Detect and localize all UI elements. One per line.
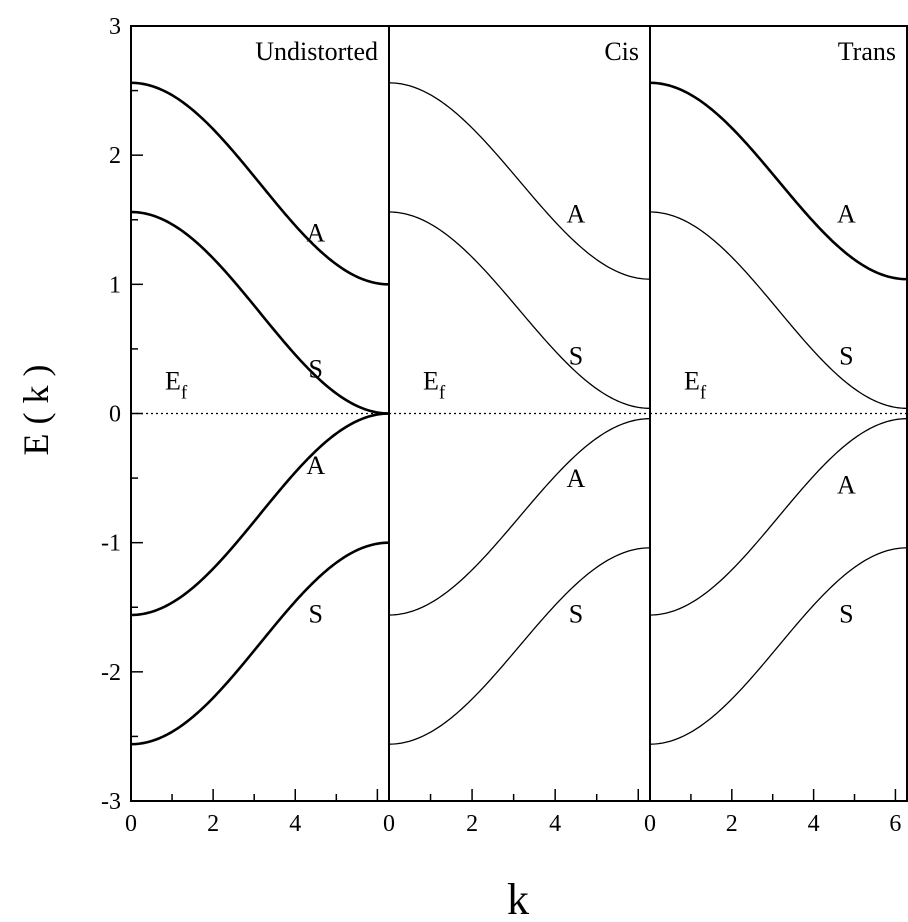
x-tick-label: 0 [383,811,395,837]
x-tick-label: 6 [889,811,901,837]
band-label-s: S [309,354,323,383]
y-tick-label: 2 [109,143,121,169]
panel-title: Cis [604,37,639,66]
x-tick-label: 2 [466,811,478,837]
fermi-level-label: Ef [423,367,446,404]
y-tick-label: -3 [101,789,121,815]
band-label-a: A [306,451,325,480]
panel-title: Undistorted [255,37,378,66]
panel-frame [649,25,908,802]
panel-undistorted: 0 2 4 Undistorted A S A S Ef [125,25,390,837]
x-tick-label: 4 [289,811,301,837]
y-tick-label: -1 [101,531,121,557]
x-tick-label: 4 [808,811,820,837]
band-label-a: A [306,219,325,248]
band-label-s: S [569,341,583,370]
band-curve-a-1 [130,81,390,286]
band-label-s: S [569,600,583,629]
panels-layer: 0 2 4 Undistorted A S A S Ef 0 2 4 Cis A S A S Ef 0 2 4 6 Tran… [125,25,908,837]
band-curve-a-1 [388,82,651,280]
band-curve-s-4 [388,547,651,745]
x-tick-label: 4 [549,811,561,837]
band-label-s: S [839,341,853,370]
band-curve-a-1 [649,81,908,281]
band-curve-a-3 [130,412,390,617]
band-label-a: A [837,471,856,500]
fermi-level-label: Ef [684,367,707,404]
x-tick-label: 2 [726,811,738,837]
y-axis-title: E ( k ) [16,365,56,456]
band-label-s: S [309,600,323,629]
fermi-level-label: Ef [165,367,188,404]
panel-frame [130,25,390,802]
band-label-a: A [567,199,586,228]
band-label-a: A [837,199,856,228]
y-tick-label: 3 [109,14,121,40]
y-tick-label: 0 [109,402,121,428]
band-curve-s-4 [649,547,908,745]
band-curve-s-2 [388,211,651,409]
band-curve-s-2 [130,210,390,415]
y-tick-label: -2 [101,660,121,686]
band-curve-s-2 [649,211,908,409]
x-tick-label: 2 [207,811,219,837]
panel-title: Trans [838,37,896,66]
panel-trans: 0 2 4 6 Trans A S A S Ef [644,25,908,837]
band-curve-s-4 [130,541,390,746]
band-curve-a-3 [649,418,908,616]
x-tick-label: 0 [644,811,656,837]
panel-cis: 0 2 4 Cis A S A S Ef [383,25,651,837]
band-label-s: S [839,600,853,629]
x-axis-title: k [507,875,529,922]
y-tick-label: 1 [109,272,121,298]
band-curve-a-3 [388,418,651,616]
y-axis: -3 -2 -1 0 1 2 3 [101,14,143,815]
band-label-a: A [567,464,586,493]
x-tick-label: 0 [125,811,137,837]
